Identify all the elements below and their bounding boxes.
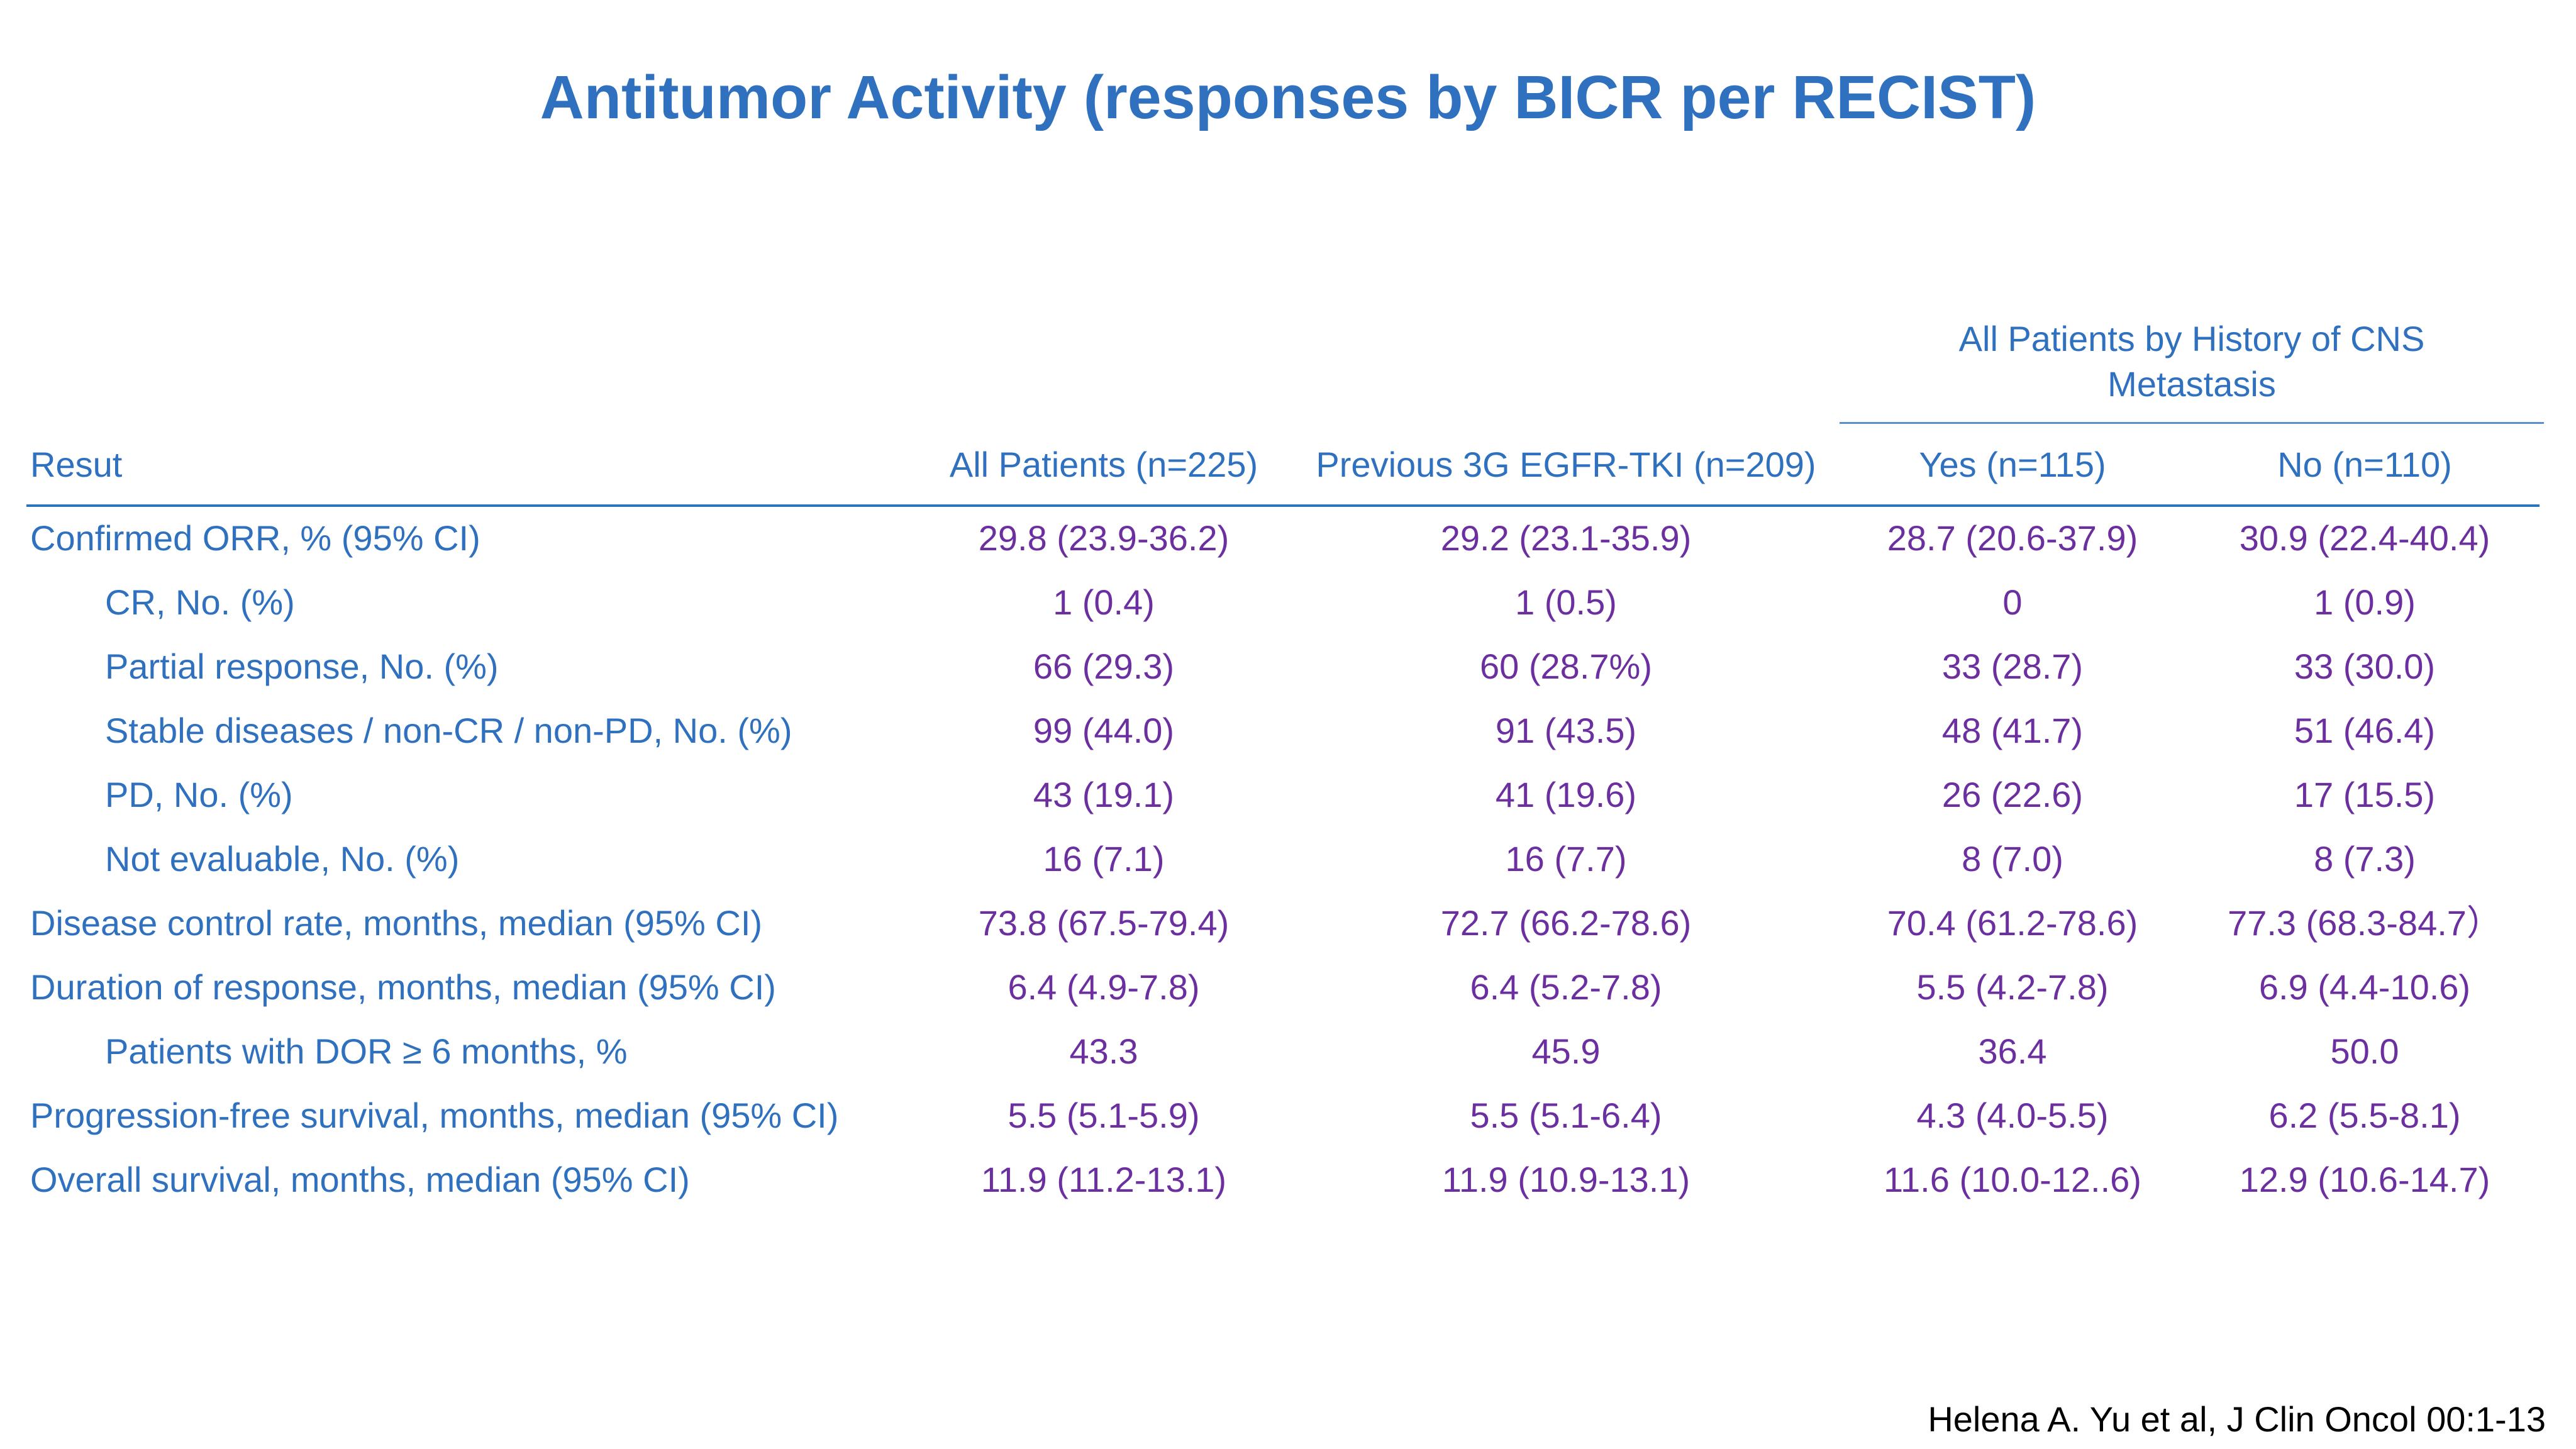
cell-previous-3g: 29.2 (23.1-35.9) xyxy=(1440,518,1692,558)
cell-all-patients: 99 (44.0) xyxy=(1033,711,1175,750)
cell-all-patients: 66 (29.3) xyxy=(1033,647,1175,686)
row-label: Partial response, No. (%) xyxy=(105,647,499,686)
cell-cns-yes: 33 (28.7) xyxy=(1941,647,2084,686)
table-row: Partial response, No. (%) 66 (29.3) 60 (… xyxy=(0,642,2576,691)
cell-all-patients: 6.4 (4.9-7.8) xyxy=(1008,967,1200,1007)
table-row: Patients with DOR ≥ 6 months, % 43.3 45.… xyxy=(0,1027,2576,1076)
cell-previous-3g: 16 (7.7) xyxy=(1505,839,1627,879)
table-row: CR, No. (%) 1 (0.4) 1 (0.5) 0 1 (0.9) xyxy=(0,578,2576,627)
row-label: Disease control rate, months, median (95… xyxy=(30,903,763,943)
cell-cns-no: 51 (46.4) xyxy=(2294,711,2436,750)
cell-all-patients: 11.9 (11.2-13.1) xyxy=(980,1160,1227,1199)
row-label: Overall survival, months, median (95% CI… xyxy=(30,1160,690,1199)
table-header-row: Resut All Patients (n=225) Previous 3G E… xyxy=(0,440,2576,489)
column-header-result: Resut xyxy=(30,445,123,484)
cell-cns-no: 17 (15.5) xyxy=(2294,775,2436,814)
cns-group-header: All Patients by History of CNS Metastasi… xyxy=(1840,316,2544,407)
table-row: Progression-free survival, months, media… xyxy=(0,1091,2576,1140)
cell-cns-no: 6.2 (5.5-8.1) xyxy=(2268,1096,2461,1135)
cell-all-patients: 16 (7.1) xyxy=(1043,839,1165,879)
cell-cns-yes: 70.4 (61.2-78.6) xyxy=(1887,903,2138,943)
cell-previous-3g: 91 (43.5) xyxy=(1495,711,1637,750)
cell-previous-3g: 1 (0.5) xyxy=(1515,582,1617,622)
cell-cns-no: 6.9 (4.4-10.6) xyxy=(2258,967,2471,1007)
cell-cns-yes: 4.3 (4.0-5.5) xyxy=(1916,1096,2109,1135)
row-label: Duration of response, months, median (95… xyxy=(30,967,776,1007)
cell-cns-no: 1 (0.9) xyxy=(2314,582,2416,622)
cell-previous-3g: 60 (28.7%) xyxy=(1480,647,1652,686)
cell-all-patients: 43 (19.1) xyxy=(1033,775,1175,814)
cell-previous-3g: 72.7 (66.2-78.6) xyxy=(1440,903,1692,943)
cns-group-header-line-1: All Patients by History of CNS xyxy=(1958,319,2425,358)
cell-cns-yes: 48 (41.7) xyxy=(1941,711,2084,750)
cell-cns-no: 8 (7.3) xyxy=(2314,839,2416,879)
cell-previous-3g: 11.9 (10.9-13.1) xyxy=(1441,1160,1690,1199)
citation: Helena A. Yu et al, J Clin Oncol 00:1-13 xyxy=(1928,1399,2546,1439)
row-label: CR, No. (%) xyxy=(105,582,295,622)
cell-all-patients: 1 (0.4) xyxy=(1053,582,1155,622)
row-label: Not evaluable, No. (%) xyxy=(105,839,460,879)
row-label: Patients with DOR ≥ 6 months, % xyxy=(105,1031,628,1071)
cell-previous-3g: 5.5 (5.1-6.4) xyxy=(1470,1096,1662,1135)
cell-cns-yes: 36.4 xyxy=(1978,1031,2047,1071)
cell-cns-no: 77.3 (68.3-84.7） xyxy=(2228,903,2502,943)
column-header-all-patients: All Patients (n=225) xyxy=(949,445,1258,484)
cell-previous-3g: 41 (19.6) xyxy=(1495,775,1637,814)
cns-group-header-line-2: Metastasis xyxy=(2107,364,2276,404)
cell-all-patients: 5.5 (5.1-5.9) xyxy=(1008,1096,1200,1135)
header-divider xyxy=(26,504,2540,507)
cell-cns-yes: 26 (22.6) xyxy=(1941,775,2084,814)
table-row: Confirmed ORR, % (95% CI) 29.8 (23.9-36.… xyxy=(0,514,2576,563)
cell-cns-yes: 28.7 (20.6-37.9) xyxy=(1887,518,2138,558)
cell-cns-yes: 11.6 (10.0-12..6) xyxy=(1884,1160,2141,1199)
row-label: Progression-free survival, months, media… xyxy=(30,1096,839,1135)
table-row: PD, No. (%) 43 (19.1) 41 (19.6) 26 (22.6… xyxy=(0,770,2576,819)
cell-previous-3g: 45.9 xyxy=(1531,1031,1601,1071)
cell-cns-no: 33 (30.0) xyxy=(2294,647,2436,686)
cell-cns-yes: 0 xyxy=(2002,582,2023,622)
cell-cns-no: 50.0 xyxy=(2330,1031,2399,1071)
cell-all-patients: 73.8 (67.5-79.4) xyxy=(978,903,1230,943)
cns-group-underline xyxy=(1840,422,2544,424)
row-label: Stable diseases / non-CR / non-PD, No. (… xyxy=(105,711,792,750)
cell-cns-yes: 8 (7.0) xyxy=(1962,839,2063,879)
table-row: Disease control rate, months, median (95… xyxy=(0,899,2576,948)
slide-title: Antitumor Activity (responses by BICR pe… xyxy=(540,63,2036,131)
table-row: Not evaluable, No. (%) 16 (7.1) 16 (7.7)… xyxy=(0,835,2576,884)
row-label: PD, No. (%) xyxy=(105,775,293,814)
cell-previous-3g: 6.4 (5.2-7.8) xyxy=(1470,967,1662,1007)
cell-cns-no: 12.9 (10.6-14.7) xyxy=(2239,1160,2490,1199)
table-row: Stable diseases / non-CR / non-PD, No. (… xyxy=(0,706,2576,755)
table-row: Duration of response, months, median (95… xyxy=(0,963,2576,1012)
row-label: Confirmed ORR, % (95% CI) xyxy=(30,518,480,558)
column-header-cns-no: No (n=110) xyxy=(2277,445,2452,484)
cell-all-patients: 29.8 (23.9-36.2) xyxy=(978,518,1230,558)
column-header-previous-3g-egfr-tki: Previous 3G EGFR-TKI (n=209) xyxy=(1316,445,1816,484)
cell-all-patients: 43.3 xyxy=(1069,1031,1138,1071)
column-header-cns-yes: Yes (n=115) xyxy=(1919,445,2106,484)
table-row: Overall survival, months, median (95% CI… xyxy=(0,1155,2576,1204)
cell-cns-yes: 5.5 (4.2-7.8) xyxy=(1916,967,2109,1007)
cell-cns-no: 30.9 (22.4-40.4) xyxy=(2239,518,2490,558)
